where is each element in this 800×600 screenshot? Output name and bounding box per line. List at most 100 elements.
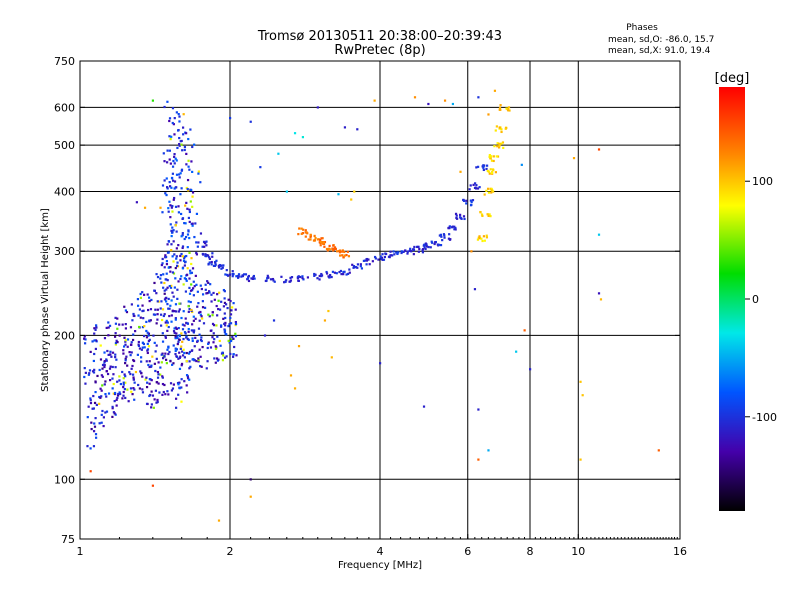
data-point xyxy=(215,357,219,360)
data-point xyxy=(332,244,335,247)
data-point xyxy=(485,167,488,171)
data-point xyxy=(184,260,187,263)
data-point xyxy=(169,138,172,141)
data-point xyxy=(206,360,209,363)
data-point xyxy=(113,399,116,403)
data-point xyxy=(118,323,121,326)
data-point xyxy=(251,277,254,281)
data-point xyxy=(508,109,511,112)
data-point xyxy=(421,251,425,254)
data-point xyxy=(186,322,189,325)
data-point xyxy=(84,382,87,385)
data-point xyxy=(489,168,492,171)
data-point xyxy=(185,360,188,363)
data-point xyxy=(87,373,90,376)
data-point xyxy=(166,329,169,332)
data-point xyxy=(100,421,103,424)
data-point xyxy=(128,351,131,354)
data-point xyxy=(150,379,153,382)
data-point xyxy=(132,359,135,362)
data-point xyxy=(165,260,169,263)
data-point xyxy=(178,367,182,371)
data-point xyxy=(460,217,463,220)
data-point xyxy=(490,159,494,162)
data-point xyxy=(174,335,177,338)
data-point xyxy=(488,154,491,157)
data-point xyxy=(194,274,197,277)
data-point xyxy=(149,365,153,368)
data-point xyxy=(157,373,160,376)
data-point xyxy=(130,390,133,393)
data-point xyxy=(133,314,136,318)
data-point xyxy=(495,155,498,158)
data-point xyxy=(116,327,119,330)
data-point xyxy=(346,250,349,253)
data-point xyxy=(165,288,168,291)
data-point xyxy=(235,354,238,357)
data-point xyxy=(166,348,169,351)
data-point xyxy=(161,262,164,265)
data-point xyxy=(172,383,175,386)
data-point xyxy=(289,276,292,279)
data-point xyxy=(172,123,175,126)
data-point xyxy=(247,276,250,279)
data-point xyxy=(502,146,505,149)
data-point xyxy=(164,254,167,257)
data-point xyxy=(447,227,450,230)
data-point xyxy=(114,322,118,325)
data-point xyxy=(165,319,168,322)
data-point xyxy=(172,198,175,201)
data-point xyxy=(190,271,194,274)
data-point xyxy=(156,370,160,374)
data-point xyxy=(143,325,146,328)
data-point xyxy=(127,400,130,403)
data-point xyxy=(155,322,158,325)
data-point xyxy=(141,326,145,329)
data-point xyxy=(206,346,209,350)
data-point xyxy=(252,276,255,279)
data-point xyxy=(111,365,114,369)
data-point xyxy=(197,170,200,173)
data-point xyxy=(116,317,119,320)
data-point xyxy=(465,199,468,202)
data-point xyxy=(280,275,283,278)
data-point xyxy=(124,396,127,400)
data-point xyxy=(183,380,186,383)
data-point xyxy=(114,341,118,345)
data-point xyxy=(186,267,189,270)
data-point xyxy=(221,359,225,362)
data-point xyxy=(476,238,480,241)
data-point xyxy=(190,257,193,260)
data-point xyxy=(459,216,462,219)
data-point xyxy=(171,210,174,213)
data-point xyxy=(105,326,108,330)
data-point xyxy=(153,398,156,401)
data-point xyxy=(497,146,501,149)
data-point xyxy=(247,274,250,278)
x-tick-label: 16 xyxy=(673,545,687,558)
data-point xyxy=(487,191,491,194)
data-point xyxy=(330,356,333,359)
data-point xyxy=(116,394,120,397)
data-point xyxy=(185,279,188,282)
data-point xyxy=(155,381,158,384)
data-point xyxy=(178,356,181,360)
data-point xyxy=(151,394,155,397)
data-point xyxy=(186,187,189,191)
data-point xyxy=(188,277,191,280)
data-point xyxy=(140,348,143,351)
data-point xyxy=(176,297,179,300)
data-point xyxy=(98,402,101,405)
data-point xyxy=(92,445,96,448)
data-point xyxy=(346,272,350,276)
data-point xyxy=(170,229,173,232)
data-point xyxy=(485,234,488,237)
data-point xyxy=(462,215,466,218)
data-point xyxy=(320,237,323,240)
data-point xyxy=(283,281,286,284)
data-point xyxy=(322,241,325,244)
data-point xyxy=(215,259,218,262)
data-point xyxy=(235,275,238,278)
data-point xyxy=(459,213,462,216)
data-point xyxy=(475,187,478,190)
